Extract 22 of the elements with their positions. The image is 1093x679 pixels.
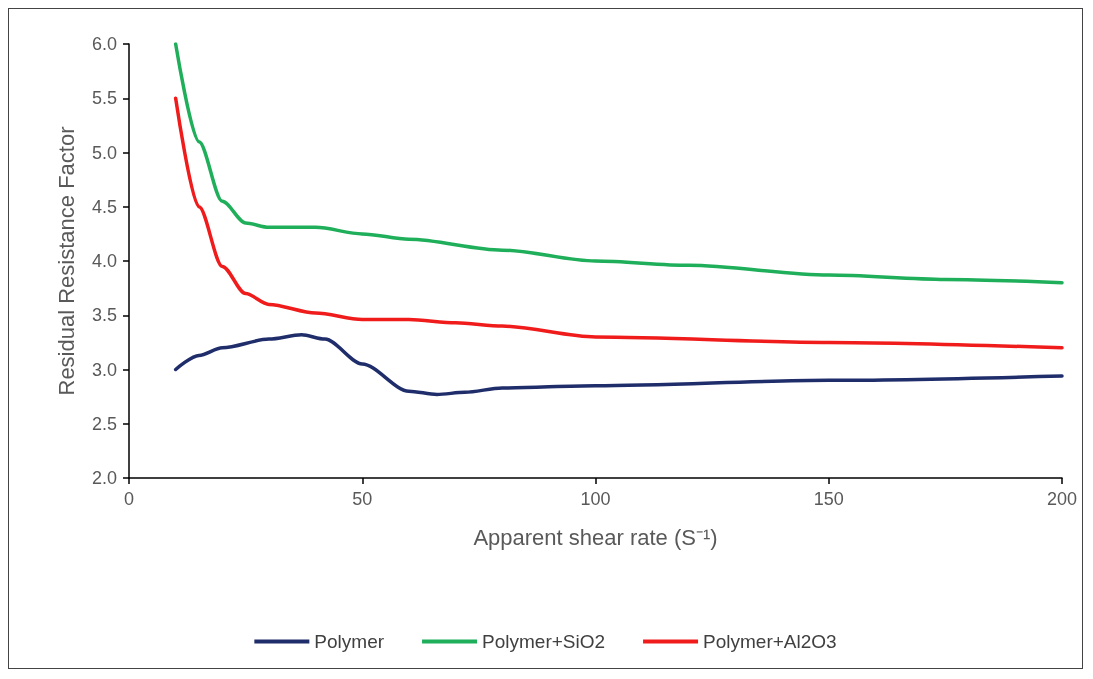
y-tick-label: 5.0 — [91, 142, 117, 163]
x-axis-title: Apparent shear rate (S⁻¹) — [473, 524, 718, 550]
x-tick-label: 150 — [813, 489, 844, 509]
y-axis-title: Residual Resistance Factor — [53, 126, 79, 396]
line-series — [173, 42, 1064, 285]
legend-label: Polymer — [314, 631, 385, 652]
legend-label: Polymer+SiO2 — [482, 631, 606, 652]
legend-label: Polymer+Al2O3 — [703, 631, 837, 652]
y-tick-label: 3.0 — [91, 359, 117, 380]
y-tick-label: 6.0 — [91, 34, 117, 54]
line-series — [173, 333, 1064, 397]
x-tick-label: 200 — [1046, 489, 1078, 509]
x-tick-label: 0 — [123, 489, 135, 509]
y-tick-label: 5.5 — [91, 88, 117, 109]
x-tick-label: 100 — [580, 489, 611, 509]
y-tick-label: 4.0 — [91, 251, 117, 271]
x-tick-label: 50 — [352, 489, 373, 509]
y-tick-label: 2.0 — [91, 468, 117, 488]
line-series — [173, 96, 1064, 350]
y-tick-label: 3.5 — [91, 305, 117, 326]
y-tick-label: 4.5 — [91, 196, 117, 217]
y-tick-label: 2.5 — [91, 413, 117, 434]
